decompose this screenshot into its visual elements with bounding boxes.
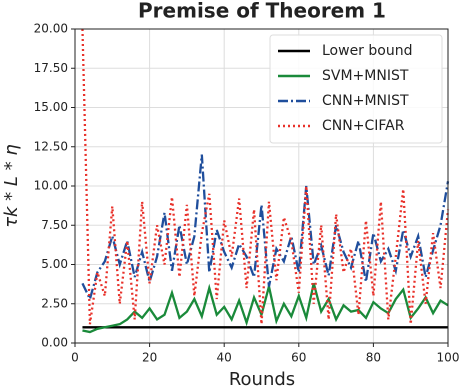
series-line [81, 154, 450, 303]
y-tick-label: 17.50 [34, 61, 68, 75]
x-tick-label: 0 [71, 351, 79, 365]
x-tick-label: 60 [291, 351, 306, 365]
legend-label: CNN+MNIST [322, 93, 409, 109]
series-line [82, 283, 449, 334]
legend-label: SVM+MNIST [322, 68, 409, 84]
y-tick-label: 0.00 [41, 336, 68, 350]
y-tick-label: 5.00 [41, 257, 68, 271]
x-axis-label: Rounds [229, 369, 295, 390]
y-tick-label: 20.00 [34, 22, 68, 36]
x-tick-label: 100 [437, 351, 460, 365]
y-tick-label: 15.00 [34, 100, 68, 114]
y-axis-label: τk * L * η [1, 144, 22, 228]
x-tick-label: 80 [366, 351, 381, 365]
series-line [81, 28, 450, 325]
y-tick-label: 10.00 [34, 179, 68, 193]
legend-frame [269, 34, 443, 144]
y-tick-label: 7.50 [41, 218, 68, 232]
x-tick-label: 40 [217, 351, 232, 365]
plot-frame [74, 28, 449, 344]
legend-label: CNN+CIFAR [322, 118, 405, 134]
chart-title: Premise of Theorem 1 [138, 0, 386, 23]
y-tick-label: 2.50 [41, 296, 68, 310]
x-tick-label: 20 [142, 351, 157, 365]
legend-label: Lower bound [322, 43, 412, 59]
y-tick-label: 12.50 [34, 139, 68, 153]
